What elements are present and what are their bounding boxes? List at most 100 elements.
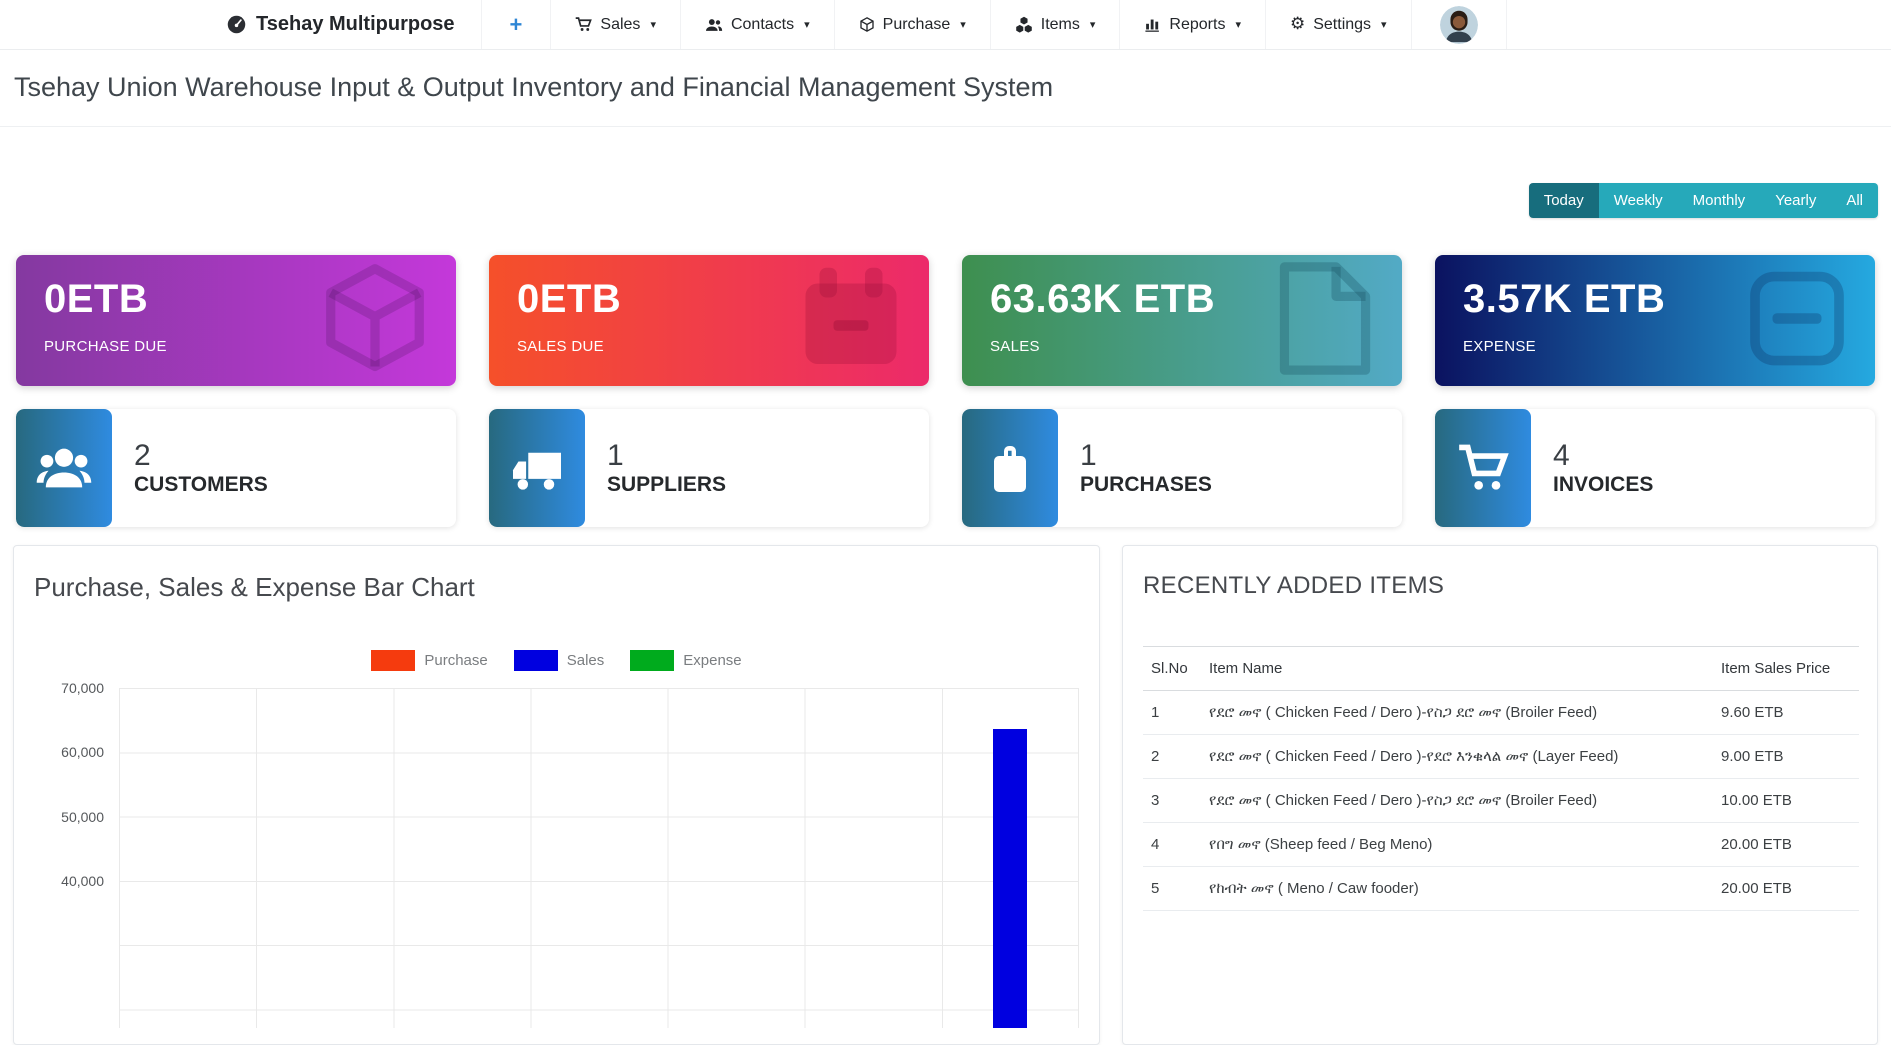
- nav-reports-label: Reports: [1169, 15, 1226, 33]
- file-icon: [1270, 259, 1380, 382]
- brand-label: Tsehay Multipurpose: [256, 13, 455, 35]
- legend-expense: Expense: [630, 650, 742, 671]
- purchases-card[interactable]: 1 PURCHASES: [962, 409, 1402, 527]
- purchase-due-label: PURCHASE DUE: [44, 338, 167, 355]
- table-row[interactable]: 2 የደሮ መኖ ( Chicken Feed / Dero )-የደሮ እንቁ…: [1143, 734, 1859, 779]
- invoices-card[interactable]: 4 INVOICES: [1435, 409, 1875, 527]
- suppliers-label: SUPPLIERS: [607, 473, 727, 497]
- col-header-price: Item Sales Price: [1713, 646, 1859, 691]
- filter-yearly[interactable]: Yearly: [1760, 183, 1832, 218]
- filter-today[interactable]: Today: [1528, 183, 1599, 218]
- item-no: 3: [1143, 778, 1201, 823]
- bar-chart-icon: [1144, 16, 1161, 33]
- chevron-down-icon: ▾: [1089, 18, 1096, 31]
- chart-bar-sales: [993, 728, 1028, 1028]
- nav-items-label: Items: [1040, 15, 1080, 33]
- sales-label: SALES: [990, 338, 1040, 355]
- chart-plot: [119, 688, 1079, 1028]
- user-menu[interactable]: [1410, 0, 1507, 49]
- legend-swatch-sales: [513, 650, 558, 671]
- title-strip: Tsehay Union Warehouse Input & Output In…: [0, 50, 1891, 127]
- table-row[interactable]: 1 የደሮ መኖ ( Chicken Feed / Dero )-የስጋ ደሮ …: [1143, 690, 1859, 735]
- y-tick-label: 40,000: [61, 872, 104, 889]
- item-price: 20.00 ETB: [1713, 866, 1859, 911]
- item-price: 9.00 ETB: [1713, 734, 1859, 779]
- sales-due-value: 0ETB: [517, 277, 622, 321]
- item-price: 20.00 ETB: [1713, 822, 1859, 867]
- nav-sales-label: Sales: [600, 15, 641, 33]
- dashboard-icon: [226, 14, 247, 35]
- cube-icon: [316, 259, 434, 382]
- add-button[interactable]: +: [480, 0, 551, 49]
- item-name: የደሮ መኖ ( Chicken Feed / Dero )-የስጋ ደሮ መኖ…: [1201, 778, 1713, 823]
- purchase-due-card: 0ETB PURCHASE DUE: [16, 255, 456, 386]
- legend-purchase: Purchase: [371, 650, 488, 671]
- item-name: የደሮ መኖ ( Chicken Feed / Dero )-የደሮ እንቁላል…: [1201, 734, 1713, 779]
- item-no: 1: [1143, 690, 1201, 735]
- users-icon: [705, 17, 723, 33]
- calendar-minus-icon: [795, 262, 907, 379]
- purchases-label: PURCHASES: [1080, 473, 1212, 497]
- nav-items[interactable]: Items ▾: [989, 0, 1120, 49]
- chevron-down-icon: ▾: [960, 18, 966, 31]
- invoices-count: 4: [1553, 438, 1570, 472]
- stat-card-row: 0ETB PURCHASE DUE 0ETB SALES DUE 63.63K …: [16, 255, 1875, 386]
- table-row[interactable]: 5 የከብት መኖ ( Meno / Caw fooder) 20.00 ETB: [1143, 866, 1859, 911]
- customers-label: CUSTOMERS: [134, 473, 268, 497]
- expense-card: 3.57K ETB EXPENSE: [1435, 255, 1875, 386]
- suppliers-card[interactable]: 1 SUPPLIERS: [489, 409, 929, 527]
- expense-value: 3.57K ETB: [1463, 277, 1666, 321]
- y-tick-label: 50,000: [61, 808, 104, 825]
- box-icon: [859, 16, 875, 33]
- avatar: [1439, 5, 1478, 44]
- item-name: የከብት መኖ ( Meno / Caw fooder): [1201, 866, 1713, 911]
- minus-square-icon: [1741, 262, 1853, 379]
- filter-weekly[interactable]: Weekly: [1598, 183, 1678, 218]
- suppliers-count: 1: [607, 438, 624, 472]
- nav-contacts[interactable]: Contacts ▾: [679, 0, 834, 49]
- filter-all[interactable]: All: [1831, 183, 1878, 218]
- chart-panel: Purchase, Sales & Expense Bar Chart Purc…: [13, 545, 1100, 1045]
- nav-settings-label: Settings: [1313, 15, 1372, 33]
- item-no: 5: [1143, 866, 1201, 911]
- sales-due-card: 0ETB SALES DUE: [489, 255, 929, 386]
- chevron-down-icon: ▾: [650, 18, 656, 31]
- col-header-slno: Sl.No: [1143, 646, 1201, 691]
- range-filter-group: Today Weekly Monthly Yearly All: [1528, 183, 1878, 218]
- table-row[interactable]: 3 የደሮ መኖ ( Chicken Feed / Dero )-የስጋ ደሮ …: [1143, 778, 1859, 823]
- item-price: 9.60 ETB: [1713, 690, 1859, 735]
- filter-monthly[interactable]: Monthly: [1677, 183, 1761, 218]
- plus-icon: +: [509, 11, 523, 37]
- users-icon: [16, 409, 112, 527]
- recent-items-panel: RECENTLY ADDED ITEMS Sl.No Item Name Ite…: [1122, 545, 1878, 1045]
- nav-purchase-label: Purchase: [882, 15, 951, 33]
- nav-reports[interactable]: Reports ▾: [1119, 0, 1265, 49]
- customers-count: 2: [134, 438, 151, 472]
- brand[interactable]: Tsehay Multipurpose: [226, 0, 481, 49]
- sales-value: 63.63K ETB: [990, 277, 1216, 321]
- briefcase-icon: [962, 409, 1058, 527]
- item-price: 10.00 ETB: [1713, 778, 1859, 823]
- cart-icon: [575, 16, 593, 33]
- y-tick-label: 60,000: [61, 744, 104, 761]
- nav-sales[interactable]: Sales ▾: [550, 0, 680, 49]
- legend-swatch-expense: [630, 650, 675, 671]
- count-card-row: 2 CUSTOMERS 1 SUPPLIERS 1 PURCHASES 4 IN…: [16, 409, 1875, 527]
- nav-settings[interactable]: ⚙ Settings ▾: [1264, 0, 1411, 49]
- item-name: የደሮ መኖ ( Chicken Feed / Dero )-የስጋ ደሮ መኖ…: [1201, 690, 1713, 735]
- purchase-due-value: 0ETB: [44, 277, 149, 321]
- cart-icon: [1435, 409, 1531, 527]
- gears-icon: ⚙: [1289, 14, 1306, 34]
- chevron-down-icon: ▾: [804, 18, 810, 31]
- table-row[interactable]: 4 የበግ መኖ (Sheep feed / Beg Meno) 20.00 E…: [1143, 822, 1859, 867]
- purchases-count: 1: [1080, 438, 1097, 472]
- nav-purchase[interactable]: Purchase ▾: [833, 0, 990, 49]
- item-name: የበግ መኖ (Sheep feed / Beg Meno): [1201, 822, 1713, 867]
- page-title: Tsehay Union Warehouse Input & Output In…: [14, 72, 1054, 102]
- item-no: 2: [1143, 734, 1201, 779]
- customers-card[interactable]: 2 CUSTOMERS: [16, 409, 456, 527]
- chevron-down-icon: ▾: [1235, 18, 1241, 31]
- nav-contacts-label: Contacts: [730, 15, 795, 33]
- cubes-icon: [1015, 16, 1033, 33]
- legend-sales: Sales: [513, 650, 604, 671]
